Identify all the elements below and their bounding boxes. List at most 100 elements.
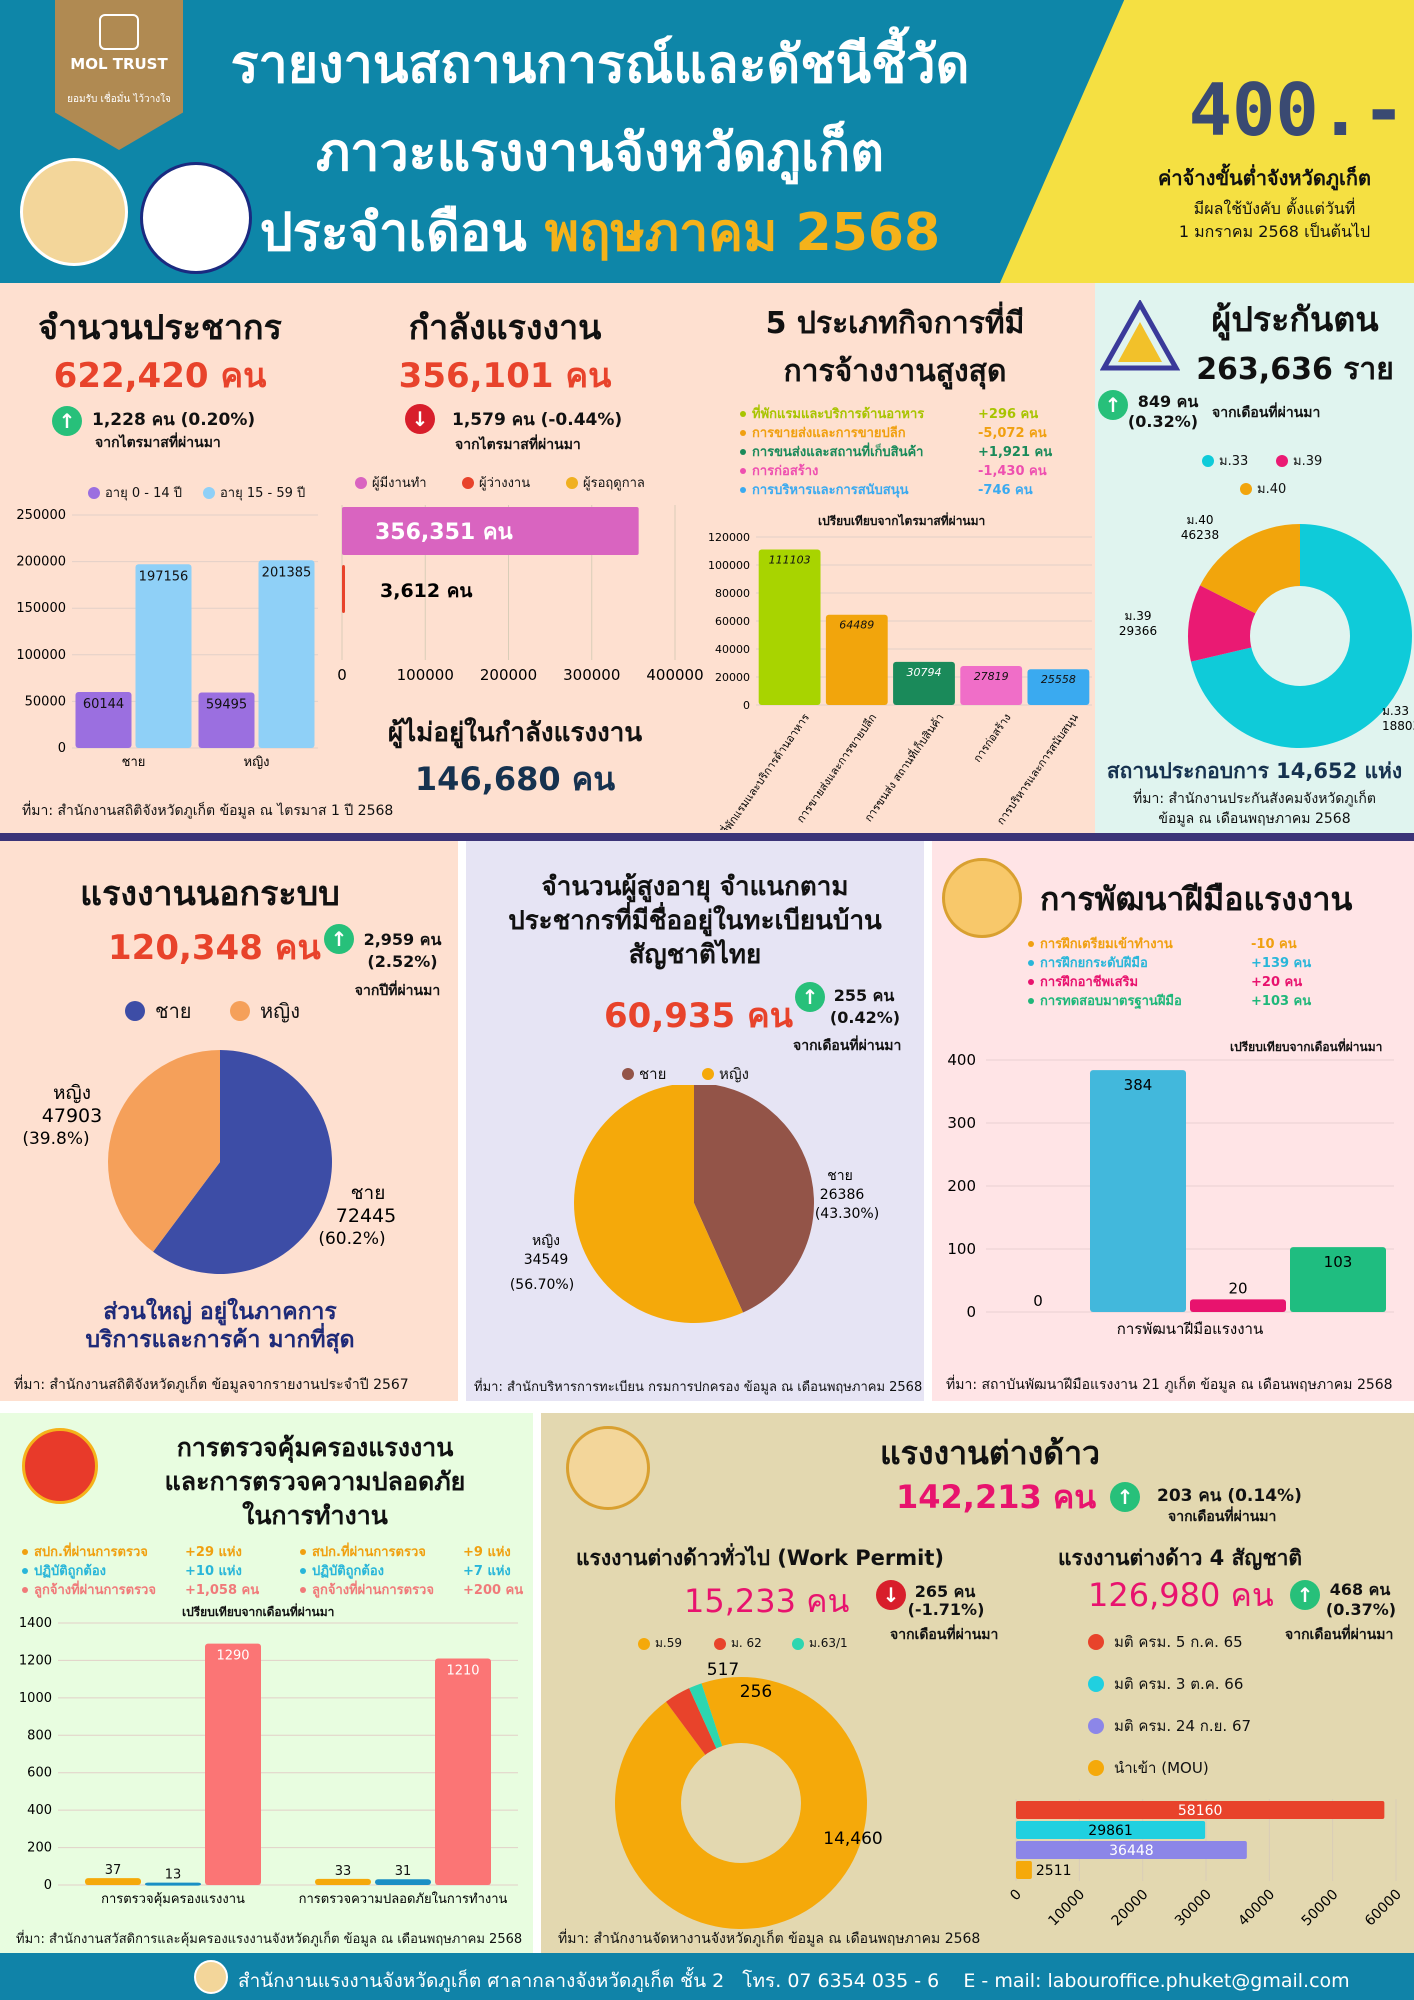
footer: สำนักงานแรงงานจังหวัดภูเก็ต ศาลากลางจังห… bbox=[0, 1953, 1414, 2000]
bar bbox=[205, 1643, 261, 1885]
x-tick-label: 60000 bbox=[1362, 1887, 1405, 1930]
data-label: 14,460 bbox=[823, 1829, 882, 1849]
bar bbox=[1090, 1070, 1186, 1312]
legend-cab-66: มติ ครม. 3 ต.ค. 66 bbox=[1088, 1672, 1243, 1696]
employment-logo-icon bbox=[566, 1426, 650, 1510]
y-tick-label: 400 bbox=[947, 1051, 976, 1069]
change-item: การขนส่งและสถานที่เก็บสินค้า +1,921 คน bbox=[740, 442, 1080, 461]
elderly-chart: ชาย 26386 (43.30%) หญิง 34549 (56.70%) bbox=[510, 1085, 879, 1323]
bar bbox=[435, 1658, 491, 1885]
ministry-seal-icon bbox=[194, 1960, 228, 1994]
labor-change: 1,579 คน (-0.44%) bbox=[452, 410, 623, 430]
data-label: 27819 bbox=[974, 670, 1009, 683]
legend-cab-65: มติ ครม. 5 ก.ค. 65 bbox=[1088, 1630, 1243, 1654]
title-line-2: ภาวะแรงงานจังหวัดภูเก็ต bbox=[316, 123, 884, 183]
change-item: การขายส่งและการขายปลีก -5,072 คน bbox=[740, 423, 1080, 442]
y-tick-label: 150000 bbox=[16, 601, 66, 616]
informal-since: จากปีที่ผ่านมา bbox=[354, 983, 441, 999]
elderly-change: 255 คน bbox=[833, 986, 895, 1005]
y-tick-label: 800 bbox=[27, 1728, 52, 1743]
wp-change: 265 คน bbox=[914, 1582, 976, 1601]
y-tick-label: 200 bbox=[947, 1177, 976, 1195]
divider bbox=[0, 833, 1414, 841]
data-label: 25558 bbox=[1041, 673, 1076, 686]
data-label: 384 bbox=[1124, 1076, 1153, 1094]
n4-change: 468 คน bbox=[1329, 1580, 1391, 1599]
pie-slice bbox=[108, 1050, 220, 1252]
arrow-up-icon: ↑ bbox=[1290, 1580, 1320, 1610]
legend-seasonal: ผู้รอฤดูกาล bbox=[566, 472, 645, 493]
population-title: จำนวนประชากร bbox=[38, 308, 282, 348]
dsd-logo-icon bbox=[942, 858, 1022, 938]
x-tick-label: 30000 bbox=[1172, 1887, 1215, 1930]
labor-protection-logo-icon bbox=[22, 1428, 98, 1504]
data-label: 64489 bbox=[839, 619, 874, 632]
data-label: หญิง bbox=[532, 1233, 560, 1249]
x-tick-label: การบริหารและการสนับสนุน bbox=[994, 711, 1081, 827]
legend-age-15-59: อายุ 15 - 59 ปี bbox=[203, 482, 305, 503]
x-axis-label: การพัฒนาฝีมือแรงงาน bbox=[1117, 1320, 1263, 1338]
wage-note-2: 1 มกราคม 2568 เป็นต้นไป bbox=[1178, 222, 1371, 241]
data-label: 517 bbox=[707, 1660, 739, 1680]
bar bbox=[1016, 1861, 1032, 1879]
arrow-up-icon: ↑ bbox=[324, 924, 354, 954]
min-wage-label: ค่าจ้างขั้นต่ำจังหวัดภูเก็ต bbox=[1158, 166, 1371, 190]
legend-m63-1: ม.63/1 bbox=[792, 1634, 848, 1653]
x-tick-label: 0 bbox=[1007, 1887, 1025, 1905]
data-label: ชาย bbox=[827, 1168, 853, 1184]
bar bbox=[758, 549, 821, 705]
data-label: (43.30%) bbox=[815, 1206, 879, 1222]
elderly-title-1: จำนวนผู้สูงอายุ จำแนกตาม bbox=[541, 872, 849, 902]
y-tick-label: 300 bbox=[947, 1114, 976, 1132]
informal-change: 2,959 คน bbox=[363, 930, 442, 949]
min-wage-value: 400.- bbox=[1188, 68, 1406, 152]
arrow-up-icon: ↑ bbox=[795, 982, 825, 1012]
x-tick-label: 400000 bbox=[646, 666, 703, 684]
y-tick-label: 40000 bbox=[715, 643, 750, 656]
legend-m40: ม.40 bbox=[1240, 478, 1286, 499]
n4-pct: (0.37%) bbox=[1325, 1600, 1397, 1619]
x-tick-label: 100000 bbox=[397, 666, 454, 684]
pie-slice bbox=[153, 1050, 333, 1274]
top5-title-2: การจ้างงานสูงสุด bbox=[783, 354, 1007, 389]
bar bbox=[375, 1879, 431, 1885]
y-tick-label: 120000 bbox=[708, 531, 750, 544]
skill-title: การพัฒนาฝีมือแรงงาน bbox=[1040, 880, 1353, 918]
bar bbox=[315, 1878, 371, 1885]
data-label: 72445 bbox=[336, 1205, 396, 1227]
legend-mou: นำเข้า (MOU) bbox=[1088, 1756, 1209, 1780]
population-value: 622,420 คน bbox=[53, 356, 267, 396]
change-item: การฝึกเตรียมเข้าทำงาน -10 คน bbox=[1028, 934, 1398, 953]
wp-since: จากเดือนที่ผ่านมา bbox=[890, 1627, 999, 1643]
data-label: 111103 bbox=[769, 553, 811, 566]
pie-slice bbox=[574, 1085, 744, 1323]
temple-icon bbox=[99, 14, 139, 50]
source-labor: ที่มา: สำนักงานสถิติจังหวัดภูเก็ต ข้อมูล… bbox=[22, 803, 394, 819]
data-label: 20 bbox=[1228, 1279, 1247, 1297]
bar bbox=[960, 666, 1023, 705]
data-label: 60144 bbox=[83, 697, 124, 712]
legend-m33: ม.33 bbox=[1202, 450, 1248, 471]
source-insured-2: ข้อมูล ณ เดือนพฤษภาคม 2568 bbox=[1158, 811, 1351, 827]
y-tick-label: 1000 bbox=[19, 1691, 52, 1706]
bar bbox=[1016, 1821, 1206, 1839]
establishments: สถานประกอบการ 14,652 แห่ง bbox=[1106, 759, 1403, 783]
y-tick-label: 80000 bbox=[715, 587, 750, 600]
data-label: 13 bbox=[165, 1868, 182, 1883]
data-label: ม.33 bbox=[1382, 704, 1409, 718]
skill-change-list: การฝึกเตรียมเข้าทำงาน -10 คน การฝึกยกระดับ… bbox=[1028, 934, 1398, 1010]
data-label: 201385 bbox=[262, 565, 312, 580]
title-line-1: รายงานสถานการณ์และดัชนีชี้วัด bbox=[230, 35, 970, 95]
elderly-value: 60,935 คน bbox=[604, 996, 794, 1036]
inspect-title-3: ในการทำงาน bbox=[242, 1501, 388, 1530]
top5-compare: เปรียบเทียบจากไตรมาสที่ผ่านมา bbox=[818, 514, 986, 528]
inspect-compare: เปรียบเทียบจากเดือนที่ผ่านมา bbox=[182, 1605, 335, 1619]
data-label: 33 bbox=[335, 1864, 352, 1879]
data-label: (56.70%) bbox=[510, 1277, 574, 1293]
y-tick-label: 0 bbox=[966, 1303, 976, 1321]
insured-change: 849 คน bbox=[1137, 392, 1199, 411]
not-in-labor-title: ผู้ไม่อยู่ในกำลังแรงงาน bbox=[387, 718, 643, 748]
labor-chart: 0 100000 200000 300000 400000 356,351 คน 3,612… bbox=[337, 505, 704, 684]
elderly-pct: (0.42%) bbox=[829, 1008, 901, 1027]
